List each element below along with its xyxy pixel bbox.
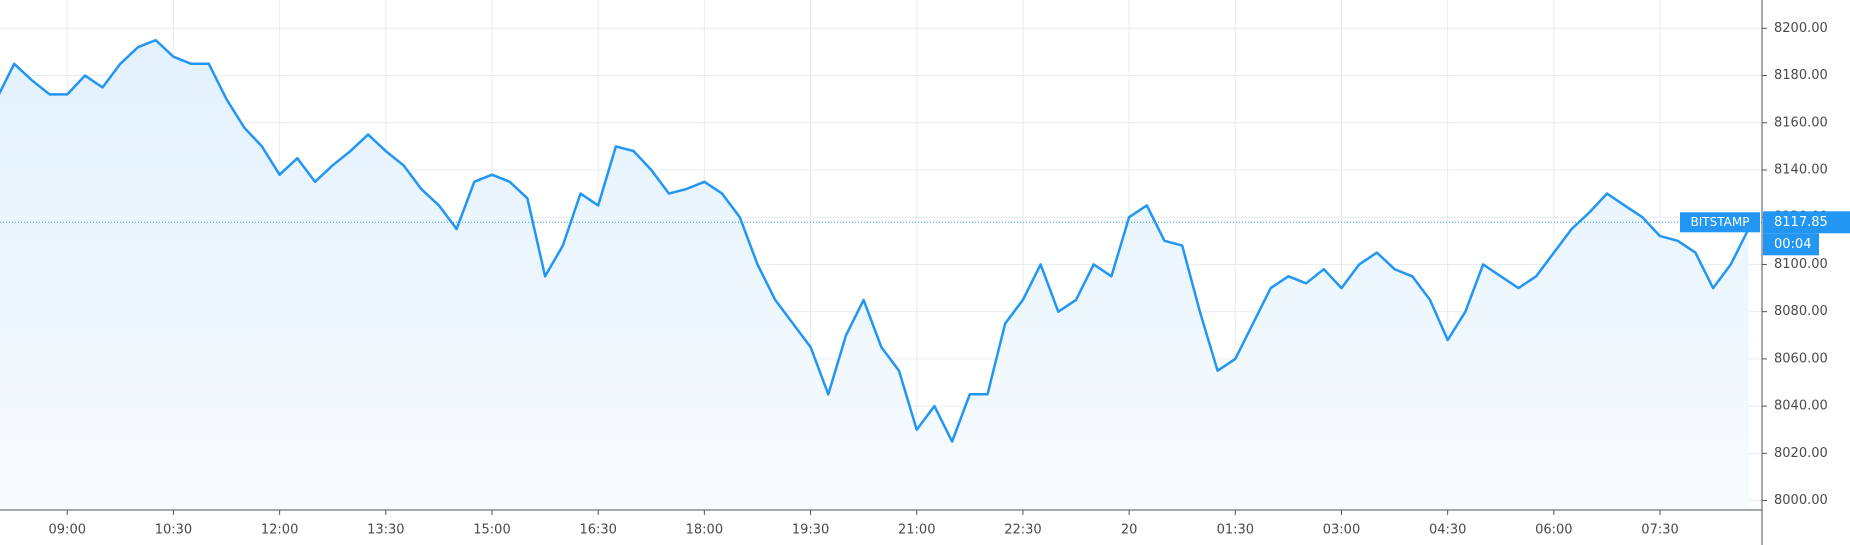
countdown-label: 00:04	[1774, 237, 1811, 252]
x-tick-label: 07:30	[1641, 523, 1678, 538]
x-tick-label: 01:30	[1217, 523, 1254, 538]
last-price-label: 8117.85	[1774, 215, 1828, 230]
x-tick-label: 03:00	[1323, 523, 1360, 538]
x-tick-label: 19:30	[792, 523, 829, 538]
x-tick-label: 13:30	[367, 523, 404, 538]
x-tick-label: 12:00	[261, 523, 298, 538]
y-tick-label: 8040.00	[1774, 399, 1828, 414]
exchange-badge	[1680, 212, 1760, 233]
y-tick-label: 8160.00	[1774, 115, 1828, 130]
x-tick-label: 09:00	[49, 523, 86, 538]
y-tick-label: 8200.00	[1774, 21, 1828, 36]
exchange-label: BITSTAMP	[1691, 215, 1750, 229]
y-tick-label: 8080.00	[1774, 304, 1828, 319]
area-fill	[0, 40, 1749, 510]
x-tick-label: 04:30	[1429, 523, 1466, 538]
price-line	[0, 38, 1750, 443]
x-tick-label: 06:00	[1535, 523, 1572, 538]
y-tick-label: 8000.00	[1774, 493, 1828, 508]
countdown-badge	[1763, 233, 1819, 256]
x-tick-label: 10:30	[155, 523, 192, 538]
x-tick-label: 21:00	[898, 523, 935, 538]
x-tick-label: 18:00	[686, 523, 723, 538]
y-tick-label: 8100.00	[1774, 257, 1828, 272]
price-badge	[1763, 211, 1850, 234]
y-tick-label: 8060.00	[1774, 351, 1828, 366]
x-tick-label: 22:30	[1004, 523, 1041, 538]
y-tick-label: 8180.00	[1774, 68, 1828, 83]
x-tick-label: 15:00	[473, 523, 510, 538]
x-tick-label: 16:30	[579, 523, 616, 538]
x-tick-label: 20	[1121, 523, 1138, 538]
y-tick-label: 8140.00	[1774, 163, 1828, 178]
y-tick-label: 8020.00	[1774, 446, 1828, 461]
